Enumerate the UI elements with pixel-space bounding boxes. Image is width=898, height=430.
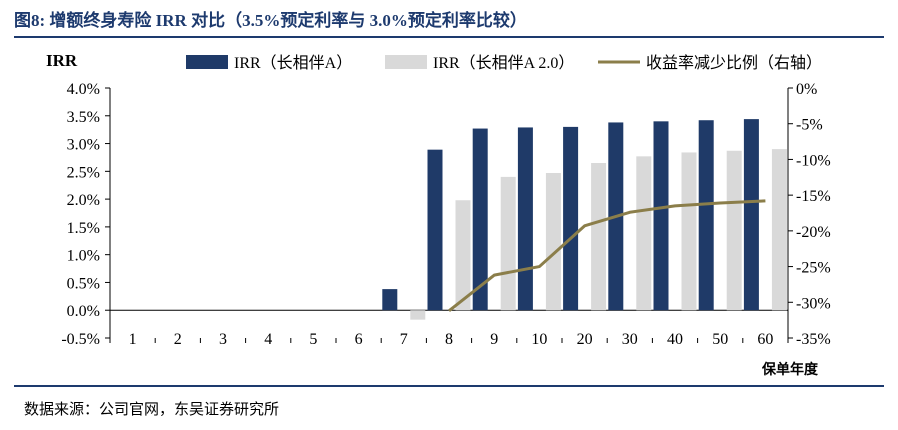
y-tick-label: 0.5% xyxy=(67,275,100,292)
reduction-line-path xyxy=(448,199,766,313)
y2-tick-label: -10% xyxy=(796,152,831,169)
legend-label: IRR（长相伴A 2.0） xyxy=(433,54,574,72)
bar xyxy=(636,156,652,311)
x-tick-label: 4 xyxy=(264,331,272,348)
reduction-line xyxy=(448,199,766,313)
title-rule xyxy=(14,36,884,38)
legend-label: IRR（长相伴A） xyxy=(234,54,352,72)
x-tick-label: 40 xyxy=(667,331,683,348)
y2-tick-label: -25% xyxy=(796,260,831,277)
bar xyxy=(726,150,742,311)
x-tick-label: 5 xyxy=(309,331,317,348)
bar xyxy=(500,176,516,311)
y-tick-label: 4.0% xyxy=(67,81,100,98)
y2-tick-label: -30% xyxy=(796,295,831,312)
x-tick-label: 60 xyxy=(757,331,773,348)
y-tick-label: 3.5% xyxy=(67,109,100,126)
x-tick-label: 1 xyxy=(129,331,137,348)
x-tick-label: 20 xyxy=(577,331,593,348)
y2-tick-label: -15% xyxy=(796,188,831,205)
bar xyxy=(563,126,579,311)
bar xyxy=(771,149,787,311)
y2-tick-label: 0% xyxy=(796,81,817,98)
x-tick-label: 6 xyxy=(355,331,363,348)
legend-swatch xyxy=(385,55,427,69)
legend-swatch xyxy=(186,55,228,69)
x-tick-label: 2 xyxy=(174,331,182,348)
y-tick-label: 2.0% xyxy=(67,192,100,209)
bars xyxy=(382,119,787,320)
y-tick-label: 2.5% xyxy=(67,164,100,181)
bar xyxy=(698,120,714,311)
bar xyxy=(591,163,607,311)
bar xyxy=(427,149,443,311)
bar xyxy=(472,128,488,311)
bar xyxy=(382,289,398,311)
legend-label: 收益率减少比例（右轴） xyxy=(646,54,822,72)
y-tick-label: -0.5% xyxy=(61,331,100,348)
y2-tick-label: -5% xyxy=(796,117,823,134)
y-tick-label: 0.0% xyxy=(67,303,100,320)
x-tick-label: 9 xyxy=(490,331,498,348)
x-tick-label: 50 xyxy=(712,331,728,348)
y-tick-label: 1.5% xyxy=(67,220,100,237)
y2-tick-label: -35% xyxy=(796,331,831,348)
y-tick-label: 1.0% xyxy=(67,248,100,265)
bar xyxy=(681,152,697,311)
bar xyxy=(743,119,759,311)
x-tick-label: 7 xyxy=(400,331,408,348)
y-tick-label: 3.0% xyxy=(67,137,100,154)
x-tick-label: 8 xyxy=(445,331,453,348)
x-tick-label: 3 xyxy=(219,331,227,348)
source-note: 数据来源：公司官网，东吴证券研究所 xyxy=(24,402,280,418)
irr-comparison-chart: IRR IRR（长相伴A） IRR（长相伴A 2.0） 收益率减少比例（右轴） 4.… xyxy=(46,51,831,378)
source-rule xyxy=(14,385,884,387)
bar xyxy=(455,200,471,311)
y-axis-title: IRR xyxy=(46,51,78,70)
x-tick-label: 30 xyxy=(622,331,638,348)
bar xyxy=(410,310,426,320)
bar xyxy=(517,127,533,311)
axes: 4.0% 3.5% 3.0% 2.5% 2.0% 1.5% 1.0% 0.5% 0.0% -0.5… xyxy=(61,81,830,348)
x-axis-title: 保单年度 xyxy=(761,361,819,378)
legend: IRR（长相伴A） IRR（长相伴A 2.0） 收益率减少比例（右轴） xyxy=(186,54,822,72)
bar xyxy=(653,121,669,311)
bar xyxy=(545,173,561,311)
x-tick-label: 10 xyxy=(531,331,547,348)
figure-title: 图8: 增额终身寿险 IRR 对比（3.5%预定利率与 3.0%预定利率比较） xyxy=(14,11,527,30)
y2-tick-label: -20% xyxy=(796,224,831,241)
